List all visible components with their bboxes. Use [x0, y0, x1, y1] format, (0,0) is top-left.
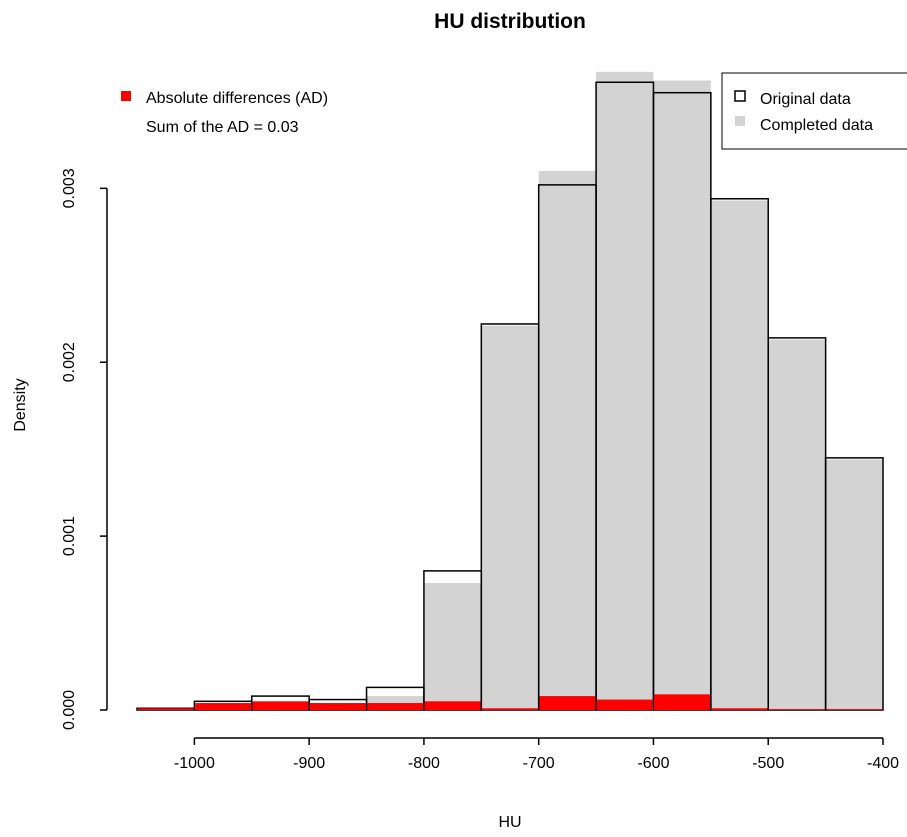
difference-bar: [424, 701, 481, 710]
legend-box: [721, 72, 907, 150]
x-tick-label: -1000: [174, 755, 215, 772]
completed-bar: [710, 200, 769, 710]
completed-bar: [538, 170, 597, 710]
x-tick-label: -600: [637, 755, 669, 772]
difference-bar: [539, 696, 596, 710]
y-tick-label: 0.003: [61, 168, 78, 208]
difference-bar: [654, 694, 711, 710]
difference-bar: [137, 708, 194, 710]
difference-bar: [367, 703, 424, 710]
difference-bar: [482, 708, 538, 710]
difference-bar: [252, 701, 309, 710]
completed-bar: [825, 459, 883, 710]
absolute-difference-bars: [137, 694, 883, 710]
y-tick-label: 0.000: [61, 690, 78, 730]
y-axis-label: Density: [12, 378, 29, 431]
completed-legend-swatch: [735, 116, 745, 126]
completed-bar: [653, 80, 711, 711]
x-tick-label: -800: [408, 755, 440, 772]
difference-bar: [195, 703, 252, 710]
completed-legend-label: Completed data: [760, 117, 873, 134]
chart-title: HU distribution: [434, 10, 586, 33]
x-tick-label: -700: [523, 755, 555, 772]
difference-bar: [309, 703, 366, 710]
x-tick-label: -400: [867, 755, 899, 772]
original-legend-label: Original data: [760, 91, 851, 108]
completed-bar: [423, 583, 482, 710]
x-axis-label: HU: [498, 814, 521, 831]
y-axis: 0.000 0.001 0.002 0.003: [61, 168, 108, 730]
y-tick-label: 0.002: [61, 342, 78, 382]
x-axis: -1000 -900 -800 -700 -600 -500 -400: [174, 737, 899, 772]
completed-bar: [481, 325, 539, 710]
y-tick-label: 0.001: [61, 516, 78, 556]
difference-bar: [596, 699, 653, 710]
difference-bar: [711, 708, 768, 710]
completed-bar: [596, 71, 654, 711]
difference-bar: [826, 709, 883, 710]
x-tick-label: -500: [752, 755, 784, 772]
ad-sum-annotation: Sum of the AD = 0.03: [146, 119, 299, 136]
legend-left: Absolute differences (AD) Sum of the AD …: [121, 90, 328, 136]
x-tick-label: -900: [293, 755, 325, 772]
completed-data-bars: [194, 71, 883, 711]
ad-legend-label: Absolute differences (AD): [146, 90, 328, 107]
legend-right: Original data Completed data: [721, 72, 907, 150]
difference-bar: [768, 709, 825, 710]
ad-legend-swatch: [121, 91, 131, 101]
original-legend-swatch: [734, 90, 746, 102]
completed-bar: [768, 339, 826, 710]
